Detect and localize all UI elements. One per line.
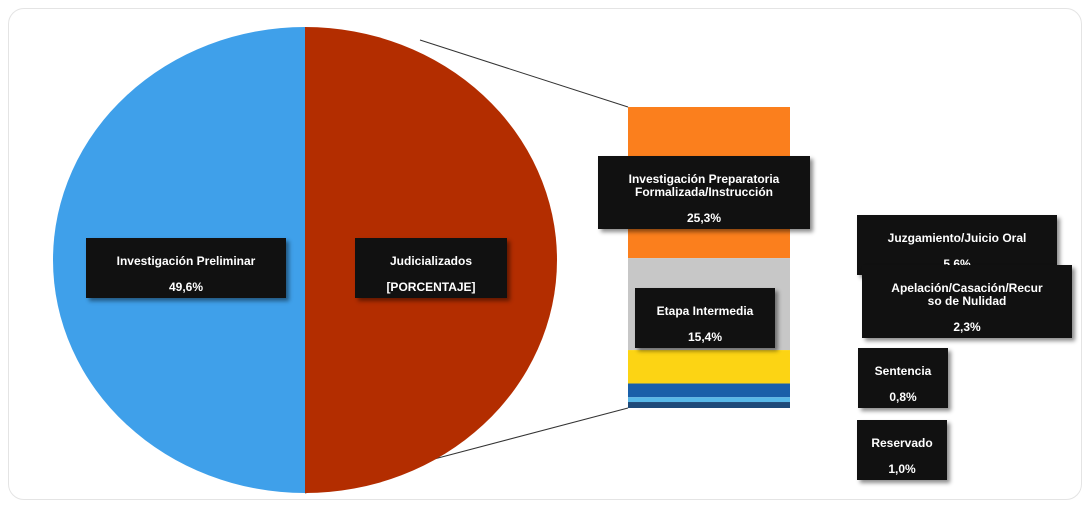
- label-name: Investigación Preparatoria Formalizada/I…: [628, 172, 780, 199]
- label-name: Investigación Preliminar: [116, 254, 256, 268]
- label-name: Etapa Intermedia: [656, 304, 754, 318]
- label-investigacion-preliminar: Investigación Preliminar 49,6%: [86, 238, 286, 298]
- label-investigacion-preparatoria: Investigación Preparatoria Formalizada/I…: [598, 156, 810, 229]
- label-value: 0,8%: [889, 390, 917, 404]
- label-apelacion: Apelación/Casación/Recur so de Nulidad 2…: [862, 265, 1072, 338]
- label-judicializados: Judicializados [PORCENTAJE]: [355, 238, 507, 298]
- label-value: 15,4%: [687, 330, 723, 344]
- label-name: Sentencia: [874, 364, 932, 378]
- label-value: 2,3%: [953, 320, 981, 334]
- label-reservado: Reservado 1,0%: [857, 420, 947, 480]
- label-name: Reservado: [871, 436, 933, 450]
- label-name: Judicializados: [389, 254, 473, 268]
- connector-line-top: [419, 39, 629, 108]
- label-etapa-intermedia: Etapa Intermedia 15,4%: [635, 288, 775, 348]
- label-value: 49,6%: [168, 280, 204, 294]
- label-name: Juzgamiento/Juicio Oral: [887, 231, 1027, 245]
- label-name: Apelación/Casación/Recur so de Nulidad: [891, 281, 1043, 308]
- bar-segment-5: [628, 402, 790, 408]
- label-value: [PORCENTAJE]: [386, 280, 476, 294]
- stacked-bar: [628, 107, 790, 408]
- bar-segment-4: [628, 397, 790, 403]
- bar-segment-2: [628, 350, 790, 384]
- label-value: 25,3%: [686, 211, 722, 225]
- bar-segment-3: [628, 383, 790, 398]
- label-value: 1,0%: [888, 462, 916, 476]
- label-sentencia: Sentencia 0,8%: [858, 348, 948, 408]
